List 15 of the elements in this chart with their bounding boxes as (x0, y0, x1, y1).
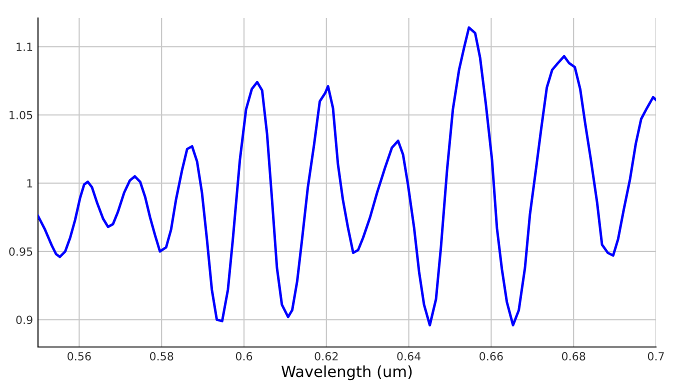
x-tick-label: 0.7 (648, 352, 664, 360)
x-axis-title: Wavelength (um) (282, 365, 412, 380)
line-series (38, 26, 656, 326)
x-tick-label: 0.6 (236, 352, 252, 360)
x-tick-label: 0.62 (314, 352, 338, 360)
x-tick-label: 0.64 (397, 352, 421, 360)
x-tick-label: 0.56 (68, 352, 91, 360)
x-tick-label: 0.68 (562, 352, 586, 360)
y-tick-label: 1 (27, 179, 32, 188)
x-tick-label: 0.58 (150, 352, 174, 360)
y-tick-label: 1.05 (10, 110, 32, 120)
y-tick-label: 1.1 (16, 42, 32, 51)
x-tick-label: 0.66 (480, 352, 503, 360)
y-tick-label: 0.95 (9, 247, 32, 256)
y-tick-label: 0.9 (16, 316, 32, 324)
